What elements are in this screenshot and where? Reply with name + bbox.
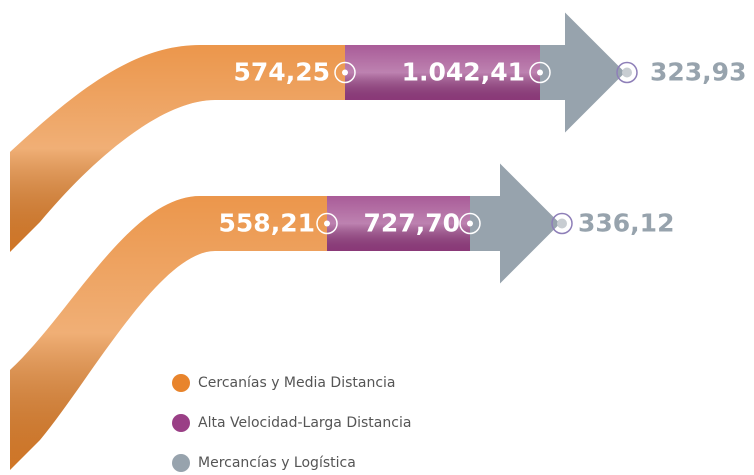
value-label: 336,12 [578,209,674,238]
marker-dot [467,221,473,227]
value-label: 558,21 [219,209,315,238]
arrow-head [540,13,625,133]
legend: Cercanías y Media Distancia Alta Velocida… [172,374,411,472]
legend-label: Cercanías y Media Distancia [198,375,396,391]
value-label: 1.042,41 [402,58,525,87]
legend-swatch [172,374,190,392]
marker-dot [324,221,330,227]
legend-label: Alta Velocidad-Larga Distancia [198,415,411,431]
value-label: 727,70 [364,209,460,238]
marker-dot [342,70,348,76]
arrow-head [470,164,560,284]
legend-swatch [172,454,190,472]
marker-dot [537,70,543,76]
legend-label: Mercancías y Logística [198,455,356,471]
value-label: 323,93 [650,58,746,87]
marker-dot [557,219,567,229]
infographic: 574,251.042,41323,93 558,21727,70336,12 … [0,0,754,475]
value-label: 574,25 [234,58,330,87]
marker-dot [622,68,632,78]
legend-swatch [172,414,190,432]
